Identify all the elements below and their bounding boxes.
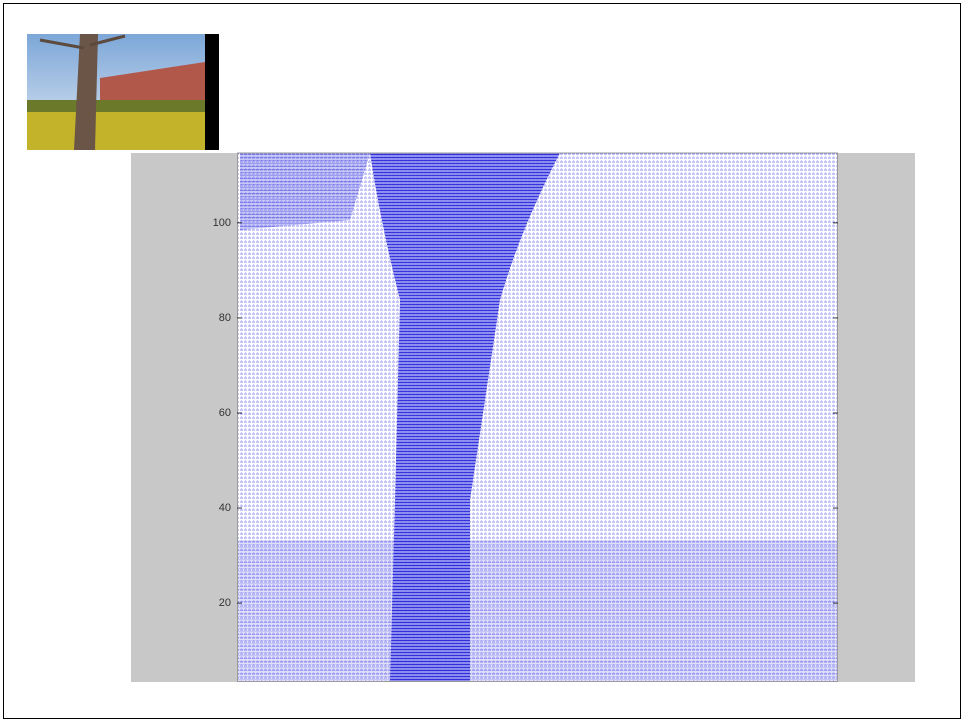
y-tick-label: 40 <box>219 502 231 514</box>
quiver-plot <box>131 153 915 682</box>
slide: 20 40 60 80 100 <box>0 0 965 723</box>
photo <box>27 34 219 150</box>
y-tick-label: 100 <box>213 217 231 229</box>
y-tick-label: 80 <box>219 312 231 324</box>
y-tick-label: 20 <box>219 597 231 609</box>
y-tick-label: 60 <box>219 407 231 419</box>
page: 20406080100 (() => { const data = JSON.p… <box>0 0 965 723</box>
